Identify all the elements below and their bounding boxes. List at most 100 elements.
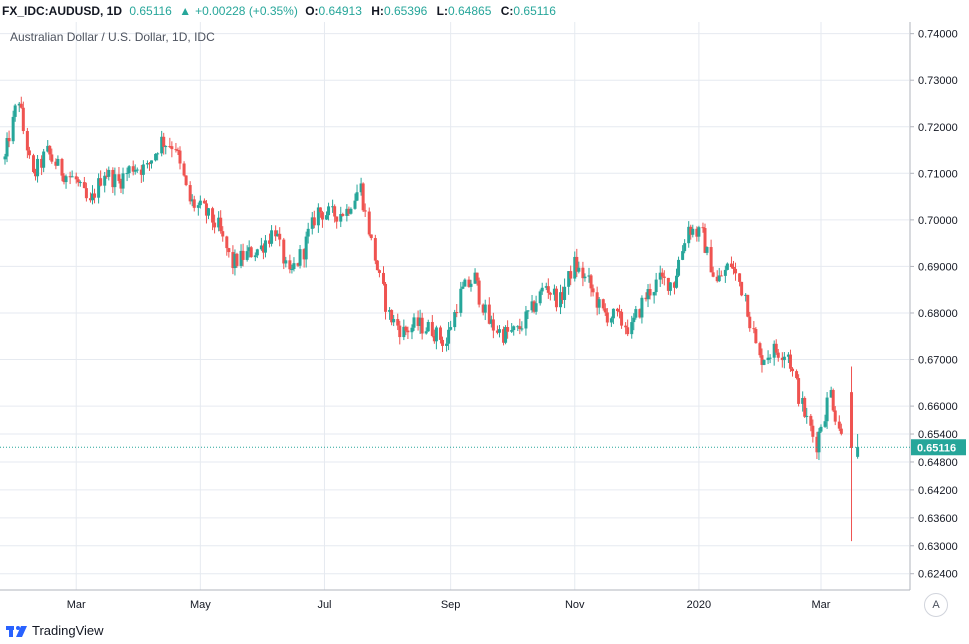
candle-body[interactable] — [373, 238, 377, 261]
candle-body[interactable] — [660, 272, 664, 277]
candle-body[interactable] — [369, 234, 373, 239]
candle-body[interactable] — [19, 103, 23, 108]
candle-body[interactable] — [164, 146, 168, 148]
candle-body[interactable] — [815, 436, 819, 453]
candle-body[interactable] — [520, 328, 524, 330]
candle-body[interactable] — [78, 182, 82, 184]
candle-body[interactable] — [652, 292, 656, 296]
candle-body[interactable] — [662, 276, 666, 278]
candle-body[interactable] — [235, 253, 239, 266]
candle-body[interactable] — [125, 173, 129, 175]
candle-body[interactable] — [689, 226, 693, 235]
candle-body[interactable] — [288, 260, 292, 270]
candle-body[interactable] — [292, 263, 296, 270]
candle-body[interactable] — [526, 310, 530, 312]
candle-body[interactable] — [518, 326, 522, 329]
candle-body[interactable] — [13, 105, 17, 117]
candle-body[interactable] — [113, 174, 117, 188]
candle-body[interactable] — [546, 286, 550, 293]
candle-body[interactable] — [174, 149, 178, 151]
candle-body[interactable] — [723, 269, 727, 276]
candle-body[interactable] — [455, 312, 459, 314]
candle-body[interactable] — [198, 200, 202, 206]
candle-body[interactable] — [48, 145, 52, 155]
candle-body[interactable] — [398, 325, 402, 338]
candle-body[interactable] — [282, 239, 286, 264]
candle-body[interactable] — [430, 321, 434, 336]
candle-body[interactable] — [709, 247, 713, 273]
candle-body[interactable] — [772, 343, 776, 358]
candle-body[interactable] — [331, 206, 335, 208]
candle-body[interactable] — [34, 172, 38, 177]
candle-body[interactable] — [316, 207, 320, 226]
candle-body[interactable] — [577, 267, 581, 272]
candle-body[interactable] — [268, 240, 272, 244]
candle-body[interactable] — [467, 279, 471, 287]
candle-body[interactable] — [563, 286, 567, 300]
candle-body[interactable] — [715, 276, 719, 282]
candle-body[interactable] — [738, 273, 742, 282]
candle-body[interactable] — [677, 259, 681, 276]
candle-body[interactable] — [648, 289, 652, 296]
candle-body[interactable] — [516, 326, 520, 328]
candle-body[interactable] — [502, 329, 506, 343]
candle-body[interactable] — [447, 329, 451, 344]
candle-body[interactable] — [795, 371, 799, 379]
candle-body[interactable] — [575, 256, 579, 272]
candle-body[interactable] — [823, 421, 827, 427]
candle-body[interactable] — [135, 169, 139, 171]
candle-body[interactable] — [363, 210, 367, 212]
candle-body[interactable] — [717, 275, 721, 282]
candle-body[interactable] — [402, 326, 406, 338]
candle-body[interactable] — [335, 216, 339, 222]
candle-body[interactable] — [204, 203, 208, 216]
candle-body[interactable] — [463, 279, 467, 287]
candle-body[interactable] — [711, 272, 715, 277]
candle-body[interactable] — [176, 149, 180, 151]
candle-body[interactable] — [384, 283, 388, 312]
candle-body[interactable] — [178, 150, 182, 164]
candle-body[interactable] — [91, 193, 94, 201]
candle-body[interactable] — [119, 180, 123, 189]
candle-body[interactable] — [587, 275, 591, 277]
candle-body[interactable] — [554, 288, 558, 308]
candle-body[interactable] — [561, 292, 565, 300]
candle-body[interactable] — [654, 279, 658, 293]
candle-body[interactable] — [202, 200, 206, 204]
candle-body[interactable] — [595, 292, 599, 308]
candle-body[interactable] — [42, 151, 46, 168]
candle-body[interactable] — [819, 426, 823, 432]
candle-body[interactable] — [734, 268, 738, 274]
candle-body[interactable] — [487, 304, 491, 324]
candle-body[interactable] — [809, 415, 813, 426]
candle-body[interactable] — [583, 276, 587, 279]
candle-body[interactable] — [567, 271, 571, 287]
candle-body[interactable] — [616, 308, 619, 312]
candle-body[interactable] — [666, 277, 670, 291]
candle-body[interactable] — [160, 136, 164, 154]
candle-body[interactable] — [691, 228, 695, 235]
candle-body[interactable] — [497, 329, 501, 333]
candle-body[interactable] — [605, 312, 609, 323]
candle-body[interactable] — [31, 155, 35, 173]
candle-body[interactable] — [552, 288, 556, 295]
candle-body[interactable] — [805, 415, 809, 417]
candle-body[interactable] — [190, 199, 194, 202]
candle-body[interactable] — [306, 228, 310, 237]
candle-body[interactable] — [740, 281, 744, 296]
candle-body[interactable] — [833, 410, 837, 422]
candle-body[interactable] — [461, 286, 465, 289]
candle-body[interactable] — [620, 311, 624, 326]
candles[interactable] — [3, 96, 860, 542]
candle-body[interactable] — [206, 208, 210, 216]
candle-body[interactable] — [361, 183, 365, 211]
candle-body[interactable] — [453, 312, 457, 328]
candle-body[interactable] — [60, 158, 64, 176]
candle-body[interactable] — [40, 158, 44, 168]
candle-body[interactable] — [658, 272, 662, 280]
candle-body[interactable] — [27, 150, 31, 156]
candle-body[interactable] — [290, 269, 294, 271]
candle-body[interactable] — [318, 207, 322, 213]
candle-body[interactable] — [825, 397, 829, 422]
candle-body[interactable] — [76, 179, 80, 183]
